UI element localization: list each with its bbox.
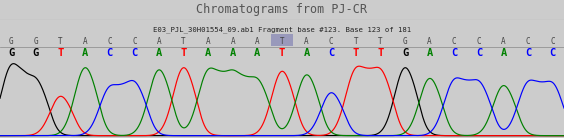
Text: T: T [180, 48, 187, 58]
Text: T: T [352, 48, 359, 58]
Text: C: C [550, 37, 555, 46]
Text: A: A [231, 37, 235, 46]
Text: T: T [377, 48, 384, 58]
Bar [271, 34, 293, 46]
Text: T: T [378, 37, 383, 46]
Text: G: G [9, 37, 14, 46]
Text: A: A [83, 37, 87, 46]
Text: T: T [280, 37, 284, 46]
Text: G: G [33, 48, 39, 58]
Text: C: C [549, 48, 556, 58]
Text: T: T [58, 37, 63, 46]
Text: E03_PJL_30H01554_09.ab1 Fragment base #123. Base 123 of 181: E03_PJL_30H01554_09.ab1 Fragment base #1… [153, 26, 411, 33]
Text: C: C [477, 37, 481, 46]
Text: C: C [525, 48, 531, 58]
Text: A: A [254, 48, 261, 58]
Text: A: A [255, 37, 259, 46]
Text: A: A [426, 48, 433, 58]
Text: A: A [500, 48, 506, 58]
Text: A: A [501, 37, 506, 46]
Text: A: A [305, 37, 309, 46]
Text: A: A [157, 37, 161, 46]
Text: A: A [303, 48, 310, 58]
Text: C: C [107, 48, 113, 58]
Text: G: G [8, 48, 15, 58]
Text: C: C [476, 48, 482, 58]
Text: C: C [452, 37, 457, 46]
Text: C: C [451, 48, 457, 58]
Text: C: C [329, 37, 333, 46]
Text: A: A [230, 48, 236, 58]
Text: C: C [131, 48, 138, 58]
Text: G: G [34, 37, 38, 46]
Text: A: A [206, 37, 210, 46]
Text: T: T [354, 37, 358, 46]
Text: T: T [181, 37, 186, 46]
Text: G: G [402, 48, 408, 58]
Text: T: T [58, 48, 64, 58]
Text: A: A [82, 48, 88, 58]
Text: C: C [107, 37, 112, 46]
Text: Chromatograms from PJ-CR: Chromatograms from PJ-CR [196, 3, 368, 16]
Text: A: A [428, 37, 432, 46]
Text: C: C [328, 48, 334, 58]
Text: C: C [526, 37, 530, 46]
Text: A: A [156, 48, 162, 58]
Text: G: G [403, 37, 407, 46]
Text: A: A [205, 48, 212, 58]
Text: C: C [132, 37, 136, 46]
Text: T: T [279, 48, 285, 58]
